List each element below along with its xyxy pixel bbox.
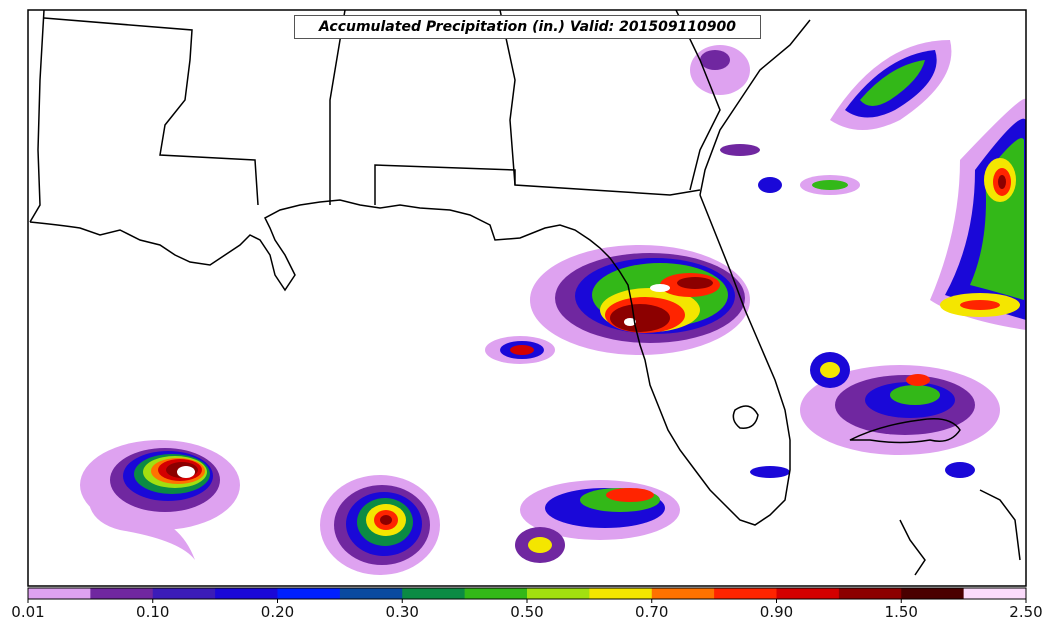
island-outline [899, 519, 926, 576]
coastlines-and-borders [29, 10, 1021, 576]
colorbar-swatch [90, 588, 154, 599]
colorbar-swatch [402, 588, 466, 599]
colorbar-swatch [651, 588, 715, 599]
lake-okeechobee [732, 405, 759, 429]
colorbar-swatch [339, 588, 403, 599]
tick-label: 2.50 [1009, 603, 1043, 621]
colorbar-ticks [27, 599, 1027, 603]
map-frame [27, 9, 1027, 587]
border-la-ms [43, 17, 259, 206]
island-outline-east [979, 489, 1021, 561]
tick-label: 0.30 [385, 603, 419, 621]
colorbar-swatch [963, 588, 1027, 599]
precip-cell-atlantic [690, 40, 1026, 330]
tick-label: 0.70 [635, 603, 669, 621]
gulf-coastline [29, 194, 791, 526]
colorbar-swatch [901, 588, 965, 599]
precip-cell-big-bend [485, 245, 750, 364]
colorbar-swatch [215, 588, 278, 599]
colorbar-swatch [464, 588, 528, 599]
precipitation-overlay [29, 10, 1026, 576]
precip-cell-tropical-system [80, 440, 240, 560]
tick-label: 0.01 [11, 603, 45, 621]
tick-label: 0.90 [759, 603, 794, 621]
tick-label: 1.50 [884, 603, 918, 621]
border-al-ga [499, 10, 516, 186]
colorbar-swatch [152, 588, 216, 599]
colorbar-swatch [28, 588, 91, 599]
border-tx-la [29, 10, 45, 223]
tick-label: 0.20 [260, 603, 295, 621]
precip-cell-south-gulf [320, 475, 680, 575]
colorbar-swatch [776, 588, 840, 599]
colorbar-swatch [527, 588, 590, 599]
atlantic-coastline [699, 19, 811, 196]
colorbar-swatch [714, 588, 777, 599]
tick-label: 0.10 [136, 603, 170, 621]
colorbar-swatch [838, 588, 902, 599]
tick-label: 0.50 [510, 603, 544, 621]
colorbar-swatch [589, 588, 653, 599]
border-ms-al [329, 10, 346, 205]
map-title: Accumulated Precipitation (in.) Valid: 2… [294, 15, 761, 39]
border-fl-north [374, 164, 701, 205]
colorbar-swatch [277, 588, 341, 599]
cuba-outline [849, 418, 961, 444]
precip-cell-bahamas [750, 352, 1000, 478]
border-ga-sc [675, 10, 721, 191]
colorbar [28, 588, 1027, 599]
